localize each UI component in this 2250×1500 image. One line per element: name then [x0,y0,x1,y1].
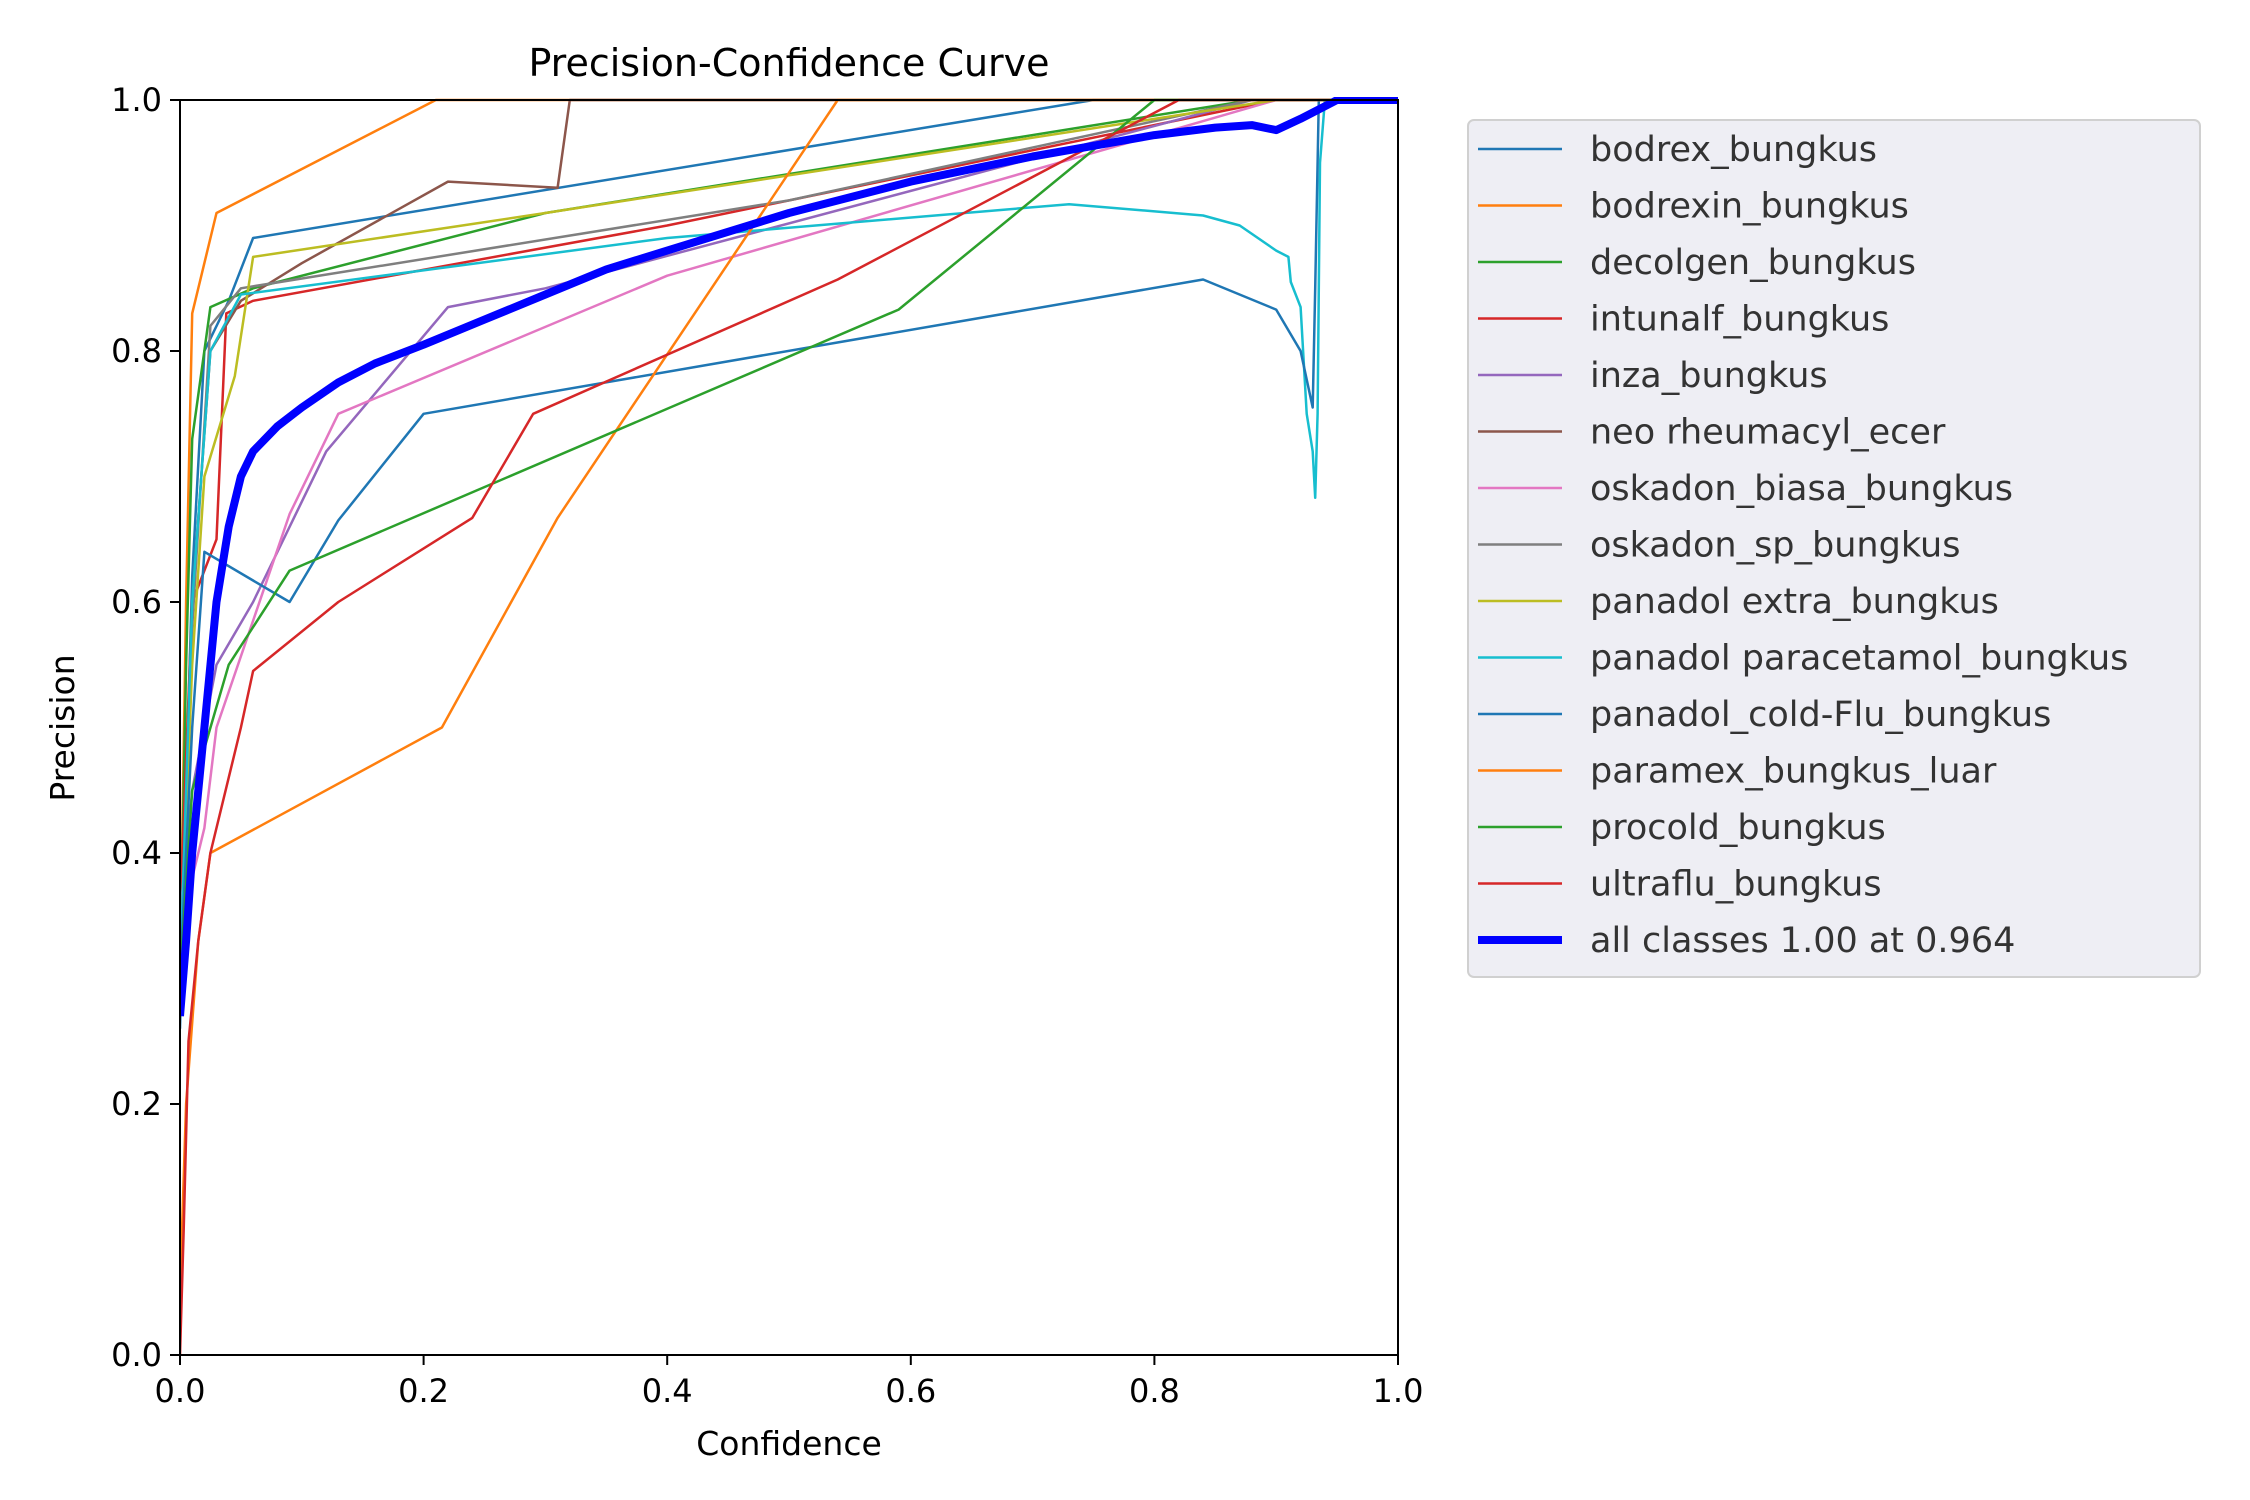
legend-label: bodrexin_bungkus [1590,187,1909,227]
legend: bodrex_bungkus bodrexin_bungkus decolgen_b… [1467,119,2201,978]
legend-label: ultraflu_bungkus [1590,865,1882,905]
plot-lines [180,97,1398,1356]
y-tick-label: 0.0 [111,1336,162,1374]
legend-label: bodrex_bungkus [1590,130,1877,170]
y-tick-label: 0.4 [111,834,162,872]
legend-label: paramex_bungkus_luar [1590,752,1997,792]
legend-label: neo rheumacyl_ecer [1590,413,1946,453]
x-tick-label: 0.0 [155,1372,206,1410]
legend-label: oskadon_biasa_bungkus [1590,469,2013,509]
legend-box [1467,119,2201,978]
series-line-9 [180,98,1398,979]
x-tick-label: 0.6 [885,1372,936,1410]
series-line-8 [180,98,1398,979]
series-line-10 [180,98,1398,979]
x-tick-label: 0.2 [398,1372,449,1410]
series-line-14 [180,97,1398,1017]
x-axis-label: Confidence [696,1424,882,1463]
series-line-4 [180,98,1398,916]
legend-label: all classes 1.00 at 0.964 [1590,921,2015,961]
legend-label: intunalf_bungkus [1590,300,1889,340]
legend-label: panadol_cold-Flu_bungkus [1590,695,2051,735]
legend-label: procold_bungkus [1590,808,1886,848]
y-tick-label: 1.0 [111,81,162,119]
x-tick-label: 0.4 [642,1372,693,1410]
series-line-12 [180,98,1398,979]
series-line-6 [180,98,1398,979]
y-tick-label: 0.6 [111,583,162,621]
legend-label: panadol extra_bungkus [1590,582,1999,622]
y-tick-label: 0.2 [111,1085,162,1123]
y-tick-label: 0.8 [111,332,162,370]
x-tick-label: 0.8 [1129,1372,1180,1410]
x-tick-label: 1.0 [1373,1372,1424,1410]
x-axis: 0.0 0.2 0.4 0.6 0.8 1.0 [155,1355,1424,1410]
legend-label: decolgen_bungkus [1590,243,1916,283]
y-axis-label: Precision [43,654,82,801]
legend-label: panadol paracetamol_bungkus [1590,639,2128,679]
plot-frame [179,99,1399,1356]
legend-label: oskadon_sp_bungkus [1590,526,1960,566]
y-axis: 0.0 0.2 0.4 0.6 0.8 1.0 [111,81,180,1374]
series-line-13 [180,98,1398,1356]
legend-label: inza_bungkus [1590,356,1828,396]
chart-title: Precision-Confidence Curve [528,41,1049,85]
